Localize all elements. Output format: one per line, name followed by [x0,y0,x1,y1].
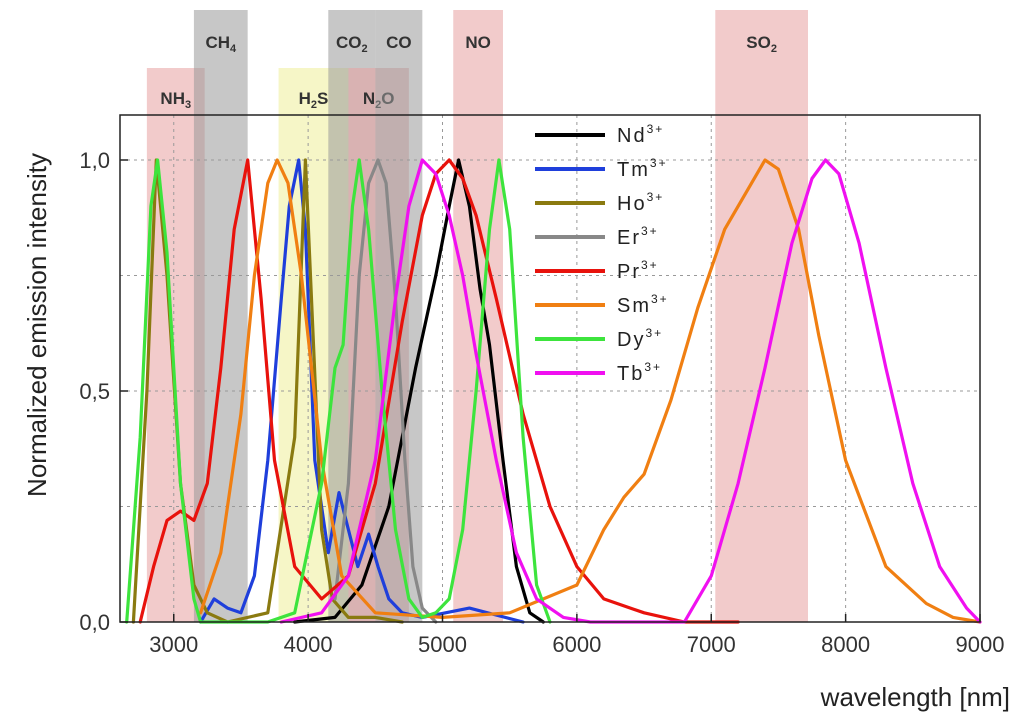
y-axis-title: Normalized emission intensity [22,153,52,497]
gas-band-1 [193,10,248,622]
legend-label-tb: Tb3+ [617,360,662,385]
y-tick-label-2: 1,0 [79,148,110,173]
gas-band-label-0: NH3 [160,89,191,111]
plot-frame [119,114,981,623]
legend-label-pr: Pr3+ [617,258,659,283]
series-line-ho [131,158,404,624]
legend-label-er: Er3+ [617,224,659,249]
x-tick-label-6: 9000 [956,632,1005,657]
gas-band-label-7: SO2 [746,33,777,55]
legend-label-tm: Tm3+ [617,156,668,181]
gas-bands: NH3CH4H2SCO2N2OCONOSO2 [146,10,808,622]
gas-band-label-5: CO [386,33,412,52]
legend-label-dy: Dy3+ [617,326,663,351]
gas-band-label-6: NO [465,33,491,52]
legend-label-ho: Ho3+ [617,190,664,215]
gas-band-label-2: H2S [299,89,329,111]
y-tick-label-1: 0,5 [79,379,110,404]
x-tick-label-3: 6000 [552,632,601,657]
legend-label-nd: Nd3+ [617,122,664,147]
legend: Nd3+ Tm3+ Ho3+ Er3+ Pr3+ Sm3+ Dy3+ Tb3+ [535,122,669,385]
series-line-dy [125,158,552,624]
legend-label-sm: Sm3+ [617,292,669,317]
gas-band-7 [715,10,808,622]
grid-lines [120,115,980,622]
series-line-er [333,158,438,624]
axis-ticks: 3000 4000 5000 6000 7000 8000 9000 0,0 0,5 1,0 [79,148,1004,657]
x-tick-label-0: 3000 [149,632,198,657]
series-line-sm [199,158,982,624]
y-tick-label-0: 0,0 [79,610,110,635]
x-tick-label-4: 7000 [687,632,736,657]
series-line-pr [138,158,740,624]
x-axis-title: wavelength [nm] [820,682,1010,712]
gas-band-6 [453,10,503,622]
x-tick-label-1: 4000 [284,632,333,657]
gas-band-label-1: CH4 [205,33,237,55]
x-tick-label-5: 8000 [821,632,870,657]
x-tick-label-2: 5000 [418,632,467,657]
gas-band-label-3: CO2 [336,33,368,55]
